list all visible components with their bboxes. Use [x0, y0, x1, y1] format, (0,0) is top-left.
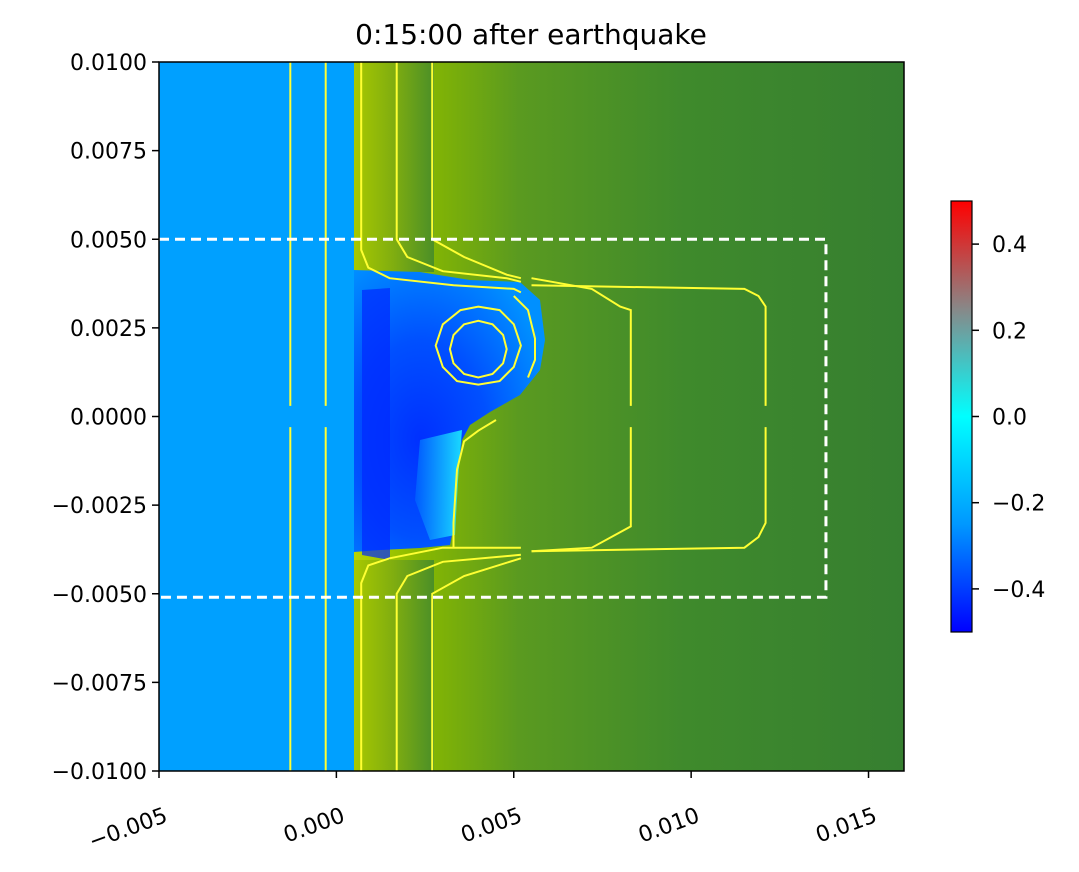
y-tick-label-8: −0.0100: [52, 760, 147, 785]
x-tick-label-2: 0.005: [458, 803, 526, 848]
colorbar-tick-label-0: 0.4: [992, 233, 1027, 258]
y-tick-label-6: −0.0050: [52, 583, 147, 608]
contour-line-4: [360, 62, 522, 294]
chart-title: 0:15:00 after earthquake: [355, 18, 707, 51]
contour-line-17: [513, 295, 536, 378]
colorbar-tick-label-3: −0.2: [992, 492, 1045, 517]
coastal-strip-top: [354, 62, 434, 272]
plot-area: [159, 62, 904, 771]
coastal-strip-bottom: [354, 560, 434, 771]
x-tick-label-4: 0.015: [813, 803, 881, 848]
y-tick-label-1: 0.0075: [70, 140, 147, 165]
sea-region: [159, 62, 354, 771]
contour-line-14: [452, 419, 497, 548]
x-tick-label-1: 0.000: [280, 803, 348, 848]
y-tick-label-7: −0.0075: [52, 671, 147, 696]
colorbar: 0.4 0.2 0.0 −0.2 −0.4: [950, 200, 1045, 633]
contour-line-5: [395, 62, 522, 283]
x-tick-label-0: −0.005: [86, 803, 171, 854]
contour-line-8: [531, 277, 632, 406]
contour-line-12: [395, 553, 521, 771]
colorbar-tick-label-1: 0.2: [992, 319, 1027, 344]
y-tick-label-4: 0.0000: [70, 406, 147, 431]
wave-trough: [354, 270, 545, 552]
colorbar-gradient: [950, 200, 973, 633]
contours: [289, 62, 767, 771]
x-tick-label-3: 0.010: [635, 803, 703, 848]
contour-line-6: [431, 62, 522, 280]
colorbar-tick-label-2: 0.0: [992, 406, 1027, 431]
contour-line-16: [434, 305, 522, 386]
y-tick-label-0: 0.0100: [70, 51, 147, 76]
contour-line-9: [531, 427, 767, 553]
colorbar-ticks: 0.4 0.2 0.0 −0.2 −0.4: [972, 233, 1045, 603]
y-tick-label-2: 0.0050: [70, 228, 147, 253]
x-axis: −0.005 0.000 0.005 0.010 0.015: [86, 771, 881, 855]
trough-cyan-edge: [415, 430, 462, 540]
contour-line-13: [431, 557, 522, 771]
colorbar-tick-label-4: −0.4: [992, 578, 1045, 603]
y-tick-label-3: 0.0025: [70, 317, 147, 342]
contour-line-11: [360, 546, 521, 771]
y-tick-label-5: −0.0025: [52, 494, 147, 519]
y-axis: 0.0100 0.0075 0.0050 0.0025 0.0000 −0.0025 −0.…: [52, 51, 159, 785]
trough-core: [362, 288, 390, 560]
contour-line-15: [448, 319, 508, 379]
contour-line-7: [531, 284, 767, 406]
contour-line-10: [531, 427, 632, 553]
